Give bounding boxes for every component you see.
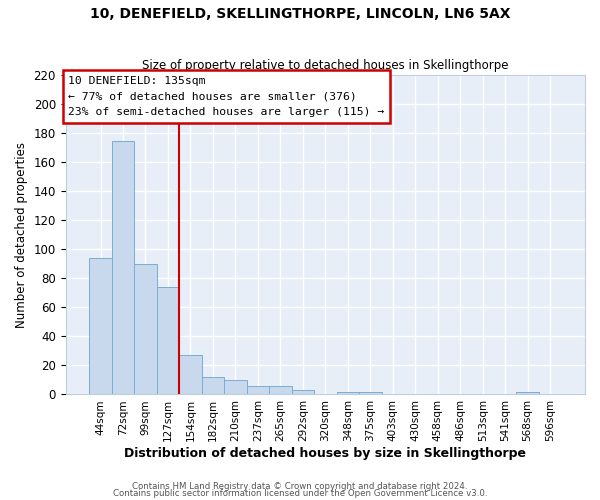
Bar [517, 392, 539, 394]
Bar [337, 392, 359, 394]
X-axis label: Distribution of detached houses by size in Skellingthorpe: Distribution of detached houses by size … [124, 447, 526, 460]
Bar [179, 355, 202, 395]
Bar [157, 287, 179, 395]
Text: 10, DENEFIELD, SKELLINGTHORPE, LINCOLN, LN6 5AX: 10, DENEFIELD, SKELLINGTHORPE, LINCOLN, … [90, 8, 510, 22]
Bar [247, 386, 269, 394]
Bar [269, 386, 292, 394]
Text: 10 DENEFIELD: 135sqm
← 77% of detached houses are smaller (376)
23% of semi-deta: 10 DENEFIELD: 135sqm ← 77% of detached h… [68, 76, 385, 118]
Bar [89, 258, 112, 394]
Text: Contains HM Land Registry data © Crown copyright and database right 2024.: Contains HM Land Registry data © Crown c… [132, 482, 468, 491]
Bar [134, 264, 157, 394]
Bar [359, 392, 382, 394]
Text: Contains public sector information licensed under the Open Government Licence v3: Contains public sector information licen… [113, 490, 487, 498]
Title: Size of property relative to detached houses in Skellingthorpe: Size of property relative to detached ho… [142, 59, 509, 72]
Bar [202, 377, 224, 394]
Y-axis label: Number of detached properties: Number of detached properties [15, 142, 28, 328]
Bar [292, 390, 314, 394]
Bar [112, 142, 134, 394]
Bar [224, 380, 247, 394]
